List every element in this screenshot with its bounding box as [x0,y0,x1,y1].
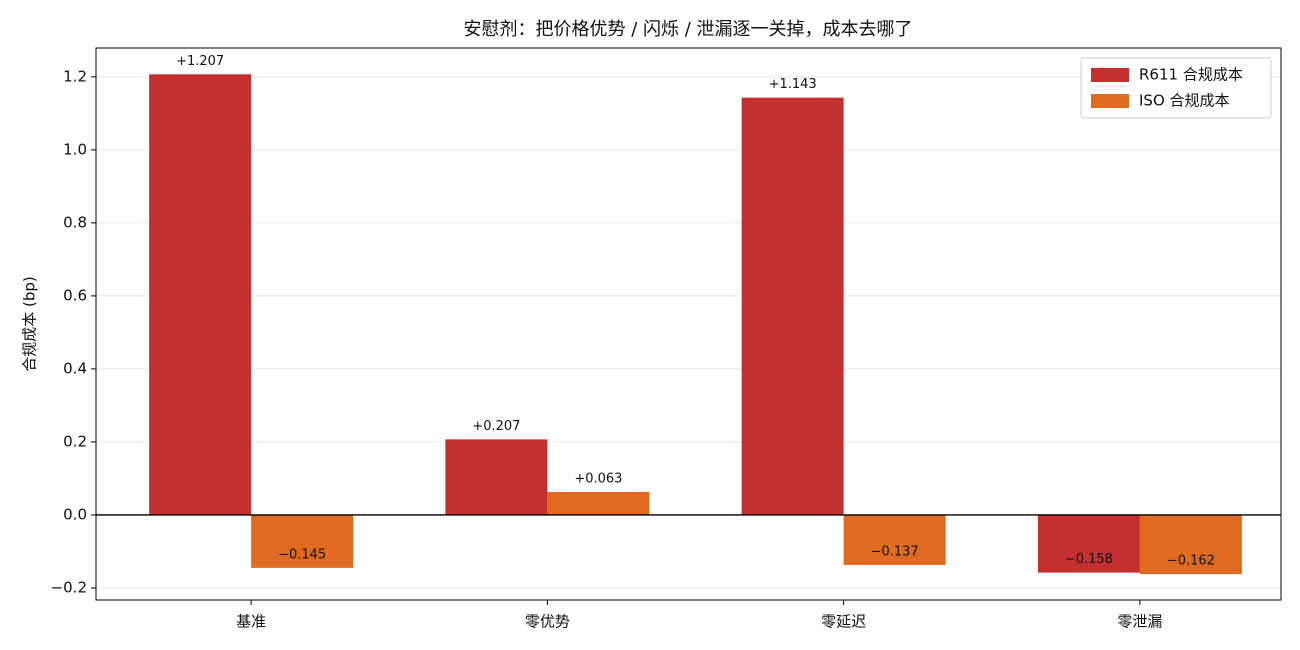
x-tick-label: 基准 [236,613,266,631]
y-tick-label: 0.2 [63,432,87,450]
value-label: −0.158 [1065,552,1113,567]
bar [445,439,548,515]
value-label: −0.162 [1167,554,1215,569]
plot-frame [95,47,1282,601]
y-tick-label: 0.4 [63,359,87,377]
legend-swatch [1091,94,1129,108]
y-tick-label: 0.0 [63,505,87,523]
chart-title: 安慰剂：把价格优势 / 闪烁 / 泄漏逐一关掉，成本去哪了 [463,19,912,40]
bar [843,514,946,565]
value-label: −0.145 [278,547,326,562]
legend-label: ISO 合规成本 [1139,92,1230,110]
y-tick-label: 1.2 [63,67,87,85]
bar [149,74,252,515]
bar [547,491,650,515]
legend-swatch [1091,68,1129,82]
x-tick-label: 零延迟 [821,613,866,631]
legend-label: R611 合规成本 [1139,66,1243,84]
value-label: +0.063 [574,471,622,486]
x-tick-label: 零优势 [525,613,570,631]
y-tick-label: −0.2 [51,578,87,596]
bar [1139,514,1242,575]
value-label: +0.207 [472,419,520,434]
value-label: +1.207 [176,54,224,69]
value-label: +1.143 [769,77,817,92]
bar [251,514,354,568]
bar [741,97,844,515]
bar [1037,514,1140,573]
x-tick-label: 零泄漏 [1117,613,1162,631]
y-tick-label: 0.6 [63,286,87,304]
value-label: −0.137 [871,544,919,559]
y-axis-label: 合规成本 (bp) [21,276,39,372]
y-tick-label: 1.0 [63,140,87,158]
y-tick-label: 0.8 [63,213,87,231]
